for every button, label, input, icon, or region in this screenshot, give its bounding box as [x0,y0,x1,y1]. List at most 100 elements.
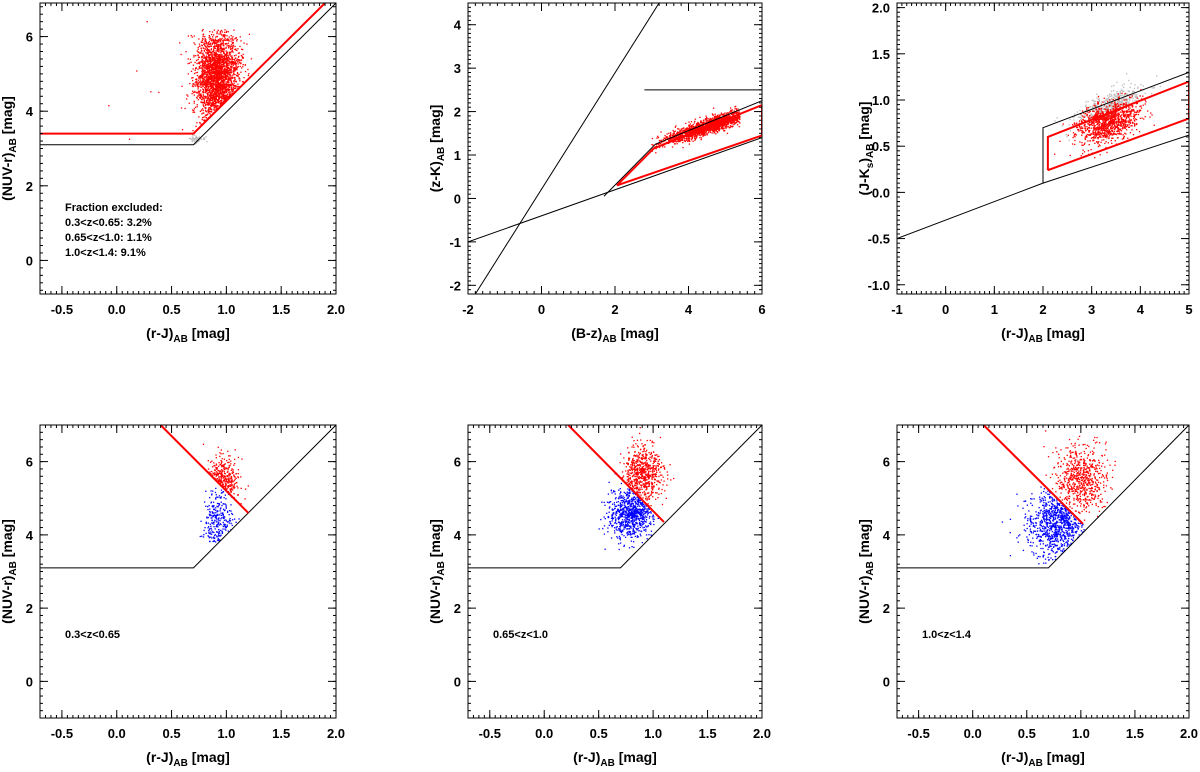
data-point [1107,105,1109,108]
data-point [193,100,195,102]
data-point [204,36,206,38]
data-point [211,55,214,58]
data-point [224,39,226,42]
data-point [683,127,685,129]
data-point [193,138,196,141]
data-point [204,76,206,78]
data-point [1132,90,1134,92]
data-point [213,53,215,55]
data-point [668,135,671,137]
data-point [711,126,713,128]
data-point [231,90,234,92]
data-point [702,133,704,135]
data-point [714,117,716,120]
data-point [235,54,237,56]
data-point [702,135,705,137]
data-point [1095,112,1097,114]
data-point [674,134,676,136]
data-point [218,96,220,98]
data-point [204,61,206,64]
scatter-series-1 [1054,89,1168,159]
data-point [655,148,657,150]
data-point [1065,133,1067,136]
data-point [234,78,236,81]
data-point [698,128,700,130]
data-point [206,60,209,63]
data-point [200,138,203,140]
data-point [216,72,219,74]
data-point [209,108,212,110]
data-point [226,52,228,54]
data-point [681,137,683,139]
data-point [222,77,224,79]
data-point [186,94,188,96]
data-point [725,124,727,126]
data-point [224,34,226,36]
data-point [692,140,694,142]
data-point [228,94,230,96]
data-point [227,71,229,73]
data-point [702,129,704,131]
data-point [218,84,220,86]
data-point [215,59,217,62]
data-point [237,85,239,88]
data-point [725,124,727,127]
data-point [221,80,224,83]
data-point [204,57,207,59]
data-point [213,106,215,109]
data-point [225,54,227,56]
data-point [1103,105,1105,107]
scatter-points [108,20,253,146]
data-point [705,115,707,117]
data-point [231,77,233,79]
data-point [698,127,700,129]
data-point [734,108,736,110]
data-point [207,99,209,102]
data-point [220,99,222,102]
data-point [707,124,709,126]
data-point [215,97,217,99]
x-tick-label: 0 [538,302,545,317]
data-point [201,97,204,99]
data-point [693,122,696,124]
data-point [158,91,160,94]
data-point [187,58,189,60]
data-point [194,69,196,71]
data-point [1140,83,1142,86]
data-point [710,126,712,128]
data-point [221,71,223,73]
data-point [219,103,222,105]
data-point [213,104,215,106]
data-point [716,114,719,116]
data-point [220,69,222,71]
data-point [217,41,220,43]
y-tick-label: 4 [454,18,462,33]
data-point [231,55,233,57]
data-point [225,91,227,93]
data-point [234,68,237,70]
data-point [716,131,718,133]
data-point [237,52,240,54]
data-point [681,138,684,141]
data-point [711,132,713,134]
data-point [202,101,205,104]
data-point [193,56,195,58]
data-point [208,80,210,82]
data-point [207,80,209,82]
data-point [205,89,207,92]
data-point [1088,121,1090,123]
data-point [736,109,738,111]
data-point [211,72,213,75]
data-point [197,138,199,141]
data-point [201,118,203,121]
data-point [226,84,228,87]
data-point [707,118,709,120]
data-point [202,85,204,87]
data-point [202,36,204,38]
data-point [727,123,729,125]
data-point [1097,99,1099,101]
data-point [200,47,202,50]
data-point [205,41,207,43]
data-point [225,61,227,64]
data-point [203,83,206,85]
